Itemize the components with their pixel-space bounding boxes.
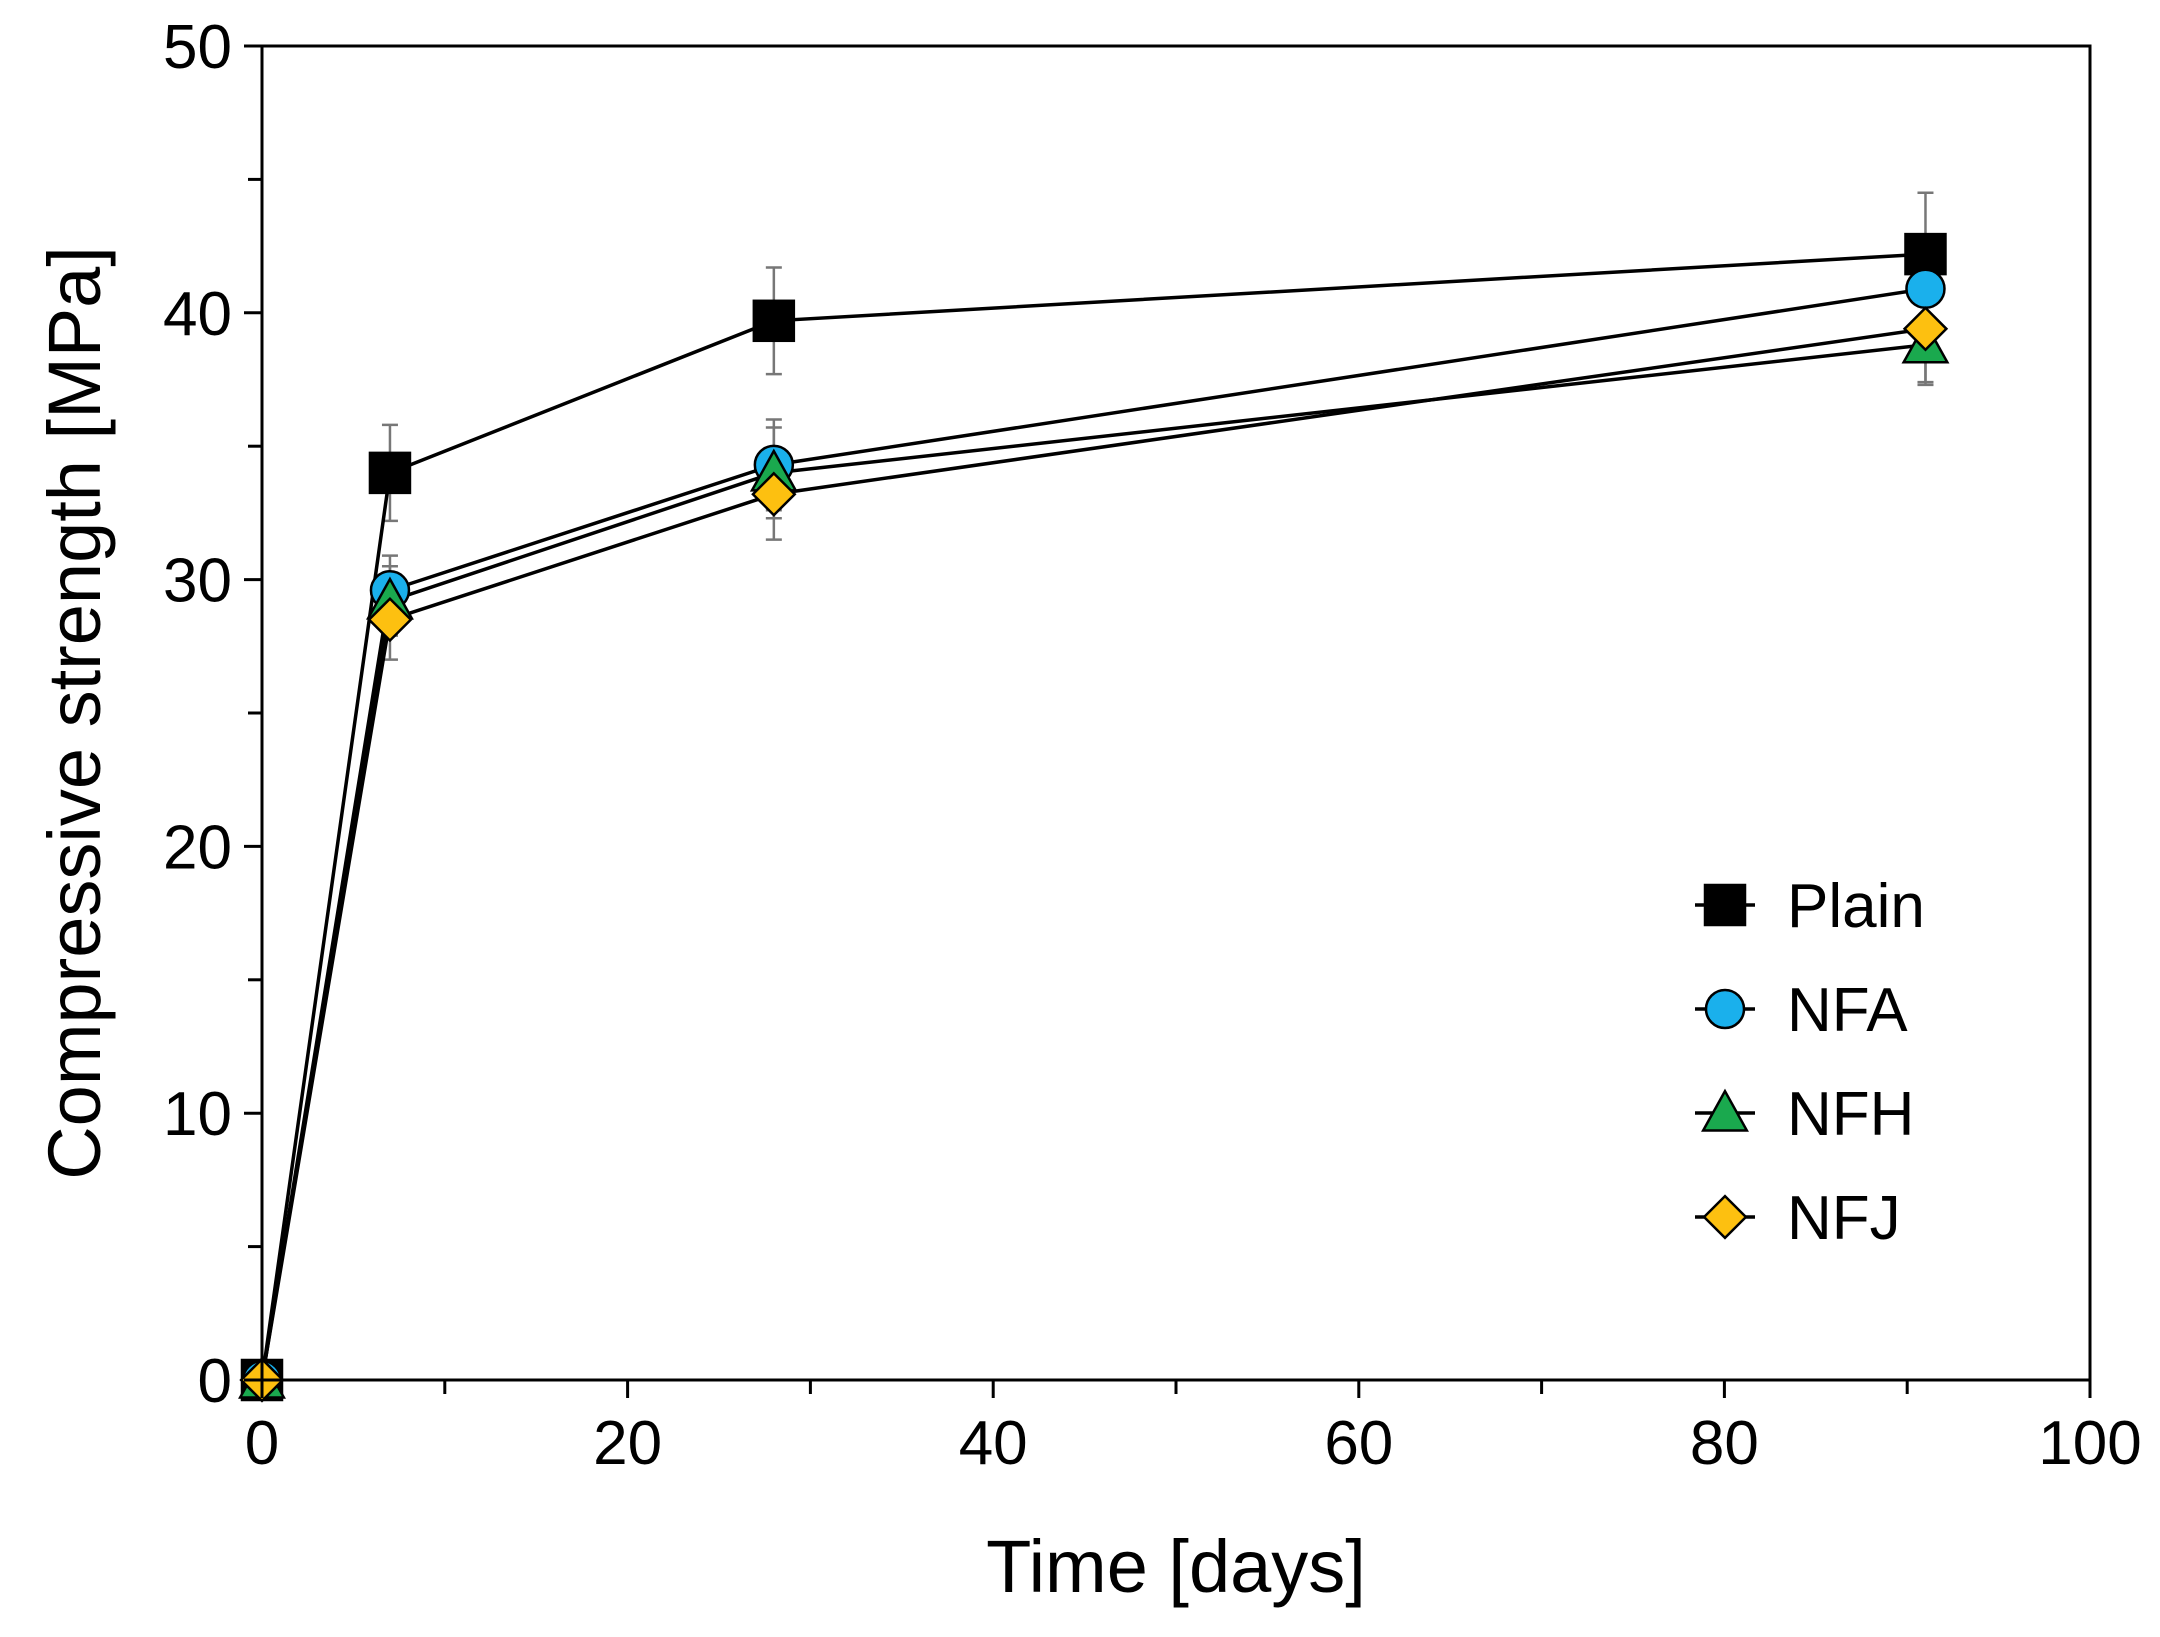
axes-layer: 0 20 40 60 80 100 0 10 20 30 40 50: [163, 13, 2142, 1478]
x-tick-label-0: 0: [245, 1409, 279, 1478]
point-nfj-91: [1902, 306, 1949, 352]
series-line-nfa: [260, 287, 1926, 1381]
series-line-nfj: [260, 327, 1926, 1381]
series-line-plain: [260, 252, 1926, 1381]
series-line-nfh: [260, 343, 1926, 1381]
series-markers-nfa: [241, 268, 1946, 1401]
point-nfa-91: [1905, 268, 1946, 310]
legend-item-nfj: NFJ: [1695, 1184, 1901, 1253]
y-tick-label-10: 10: [163, 1080, 232, 1149]
legend-label-nfj: NFJ: [1787, 1184, 1901, 1253]
legend-marker-nfj: [1702, 1194, 1748, 1240]
series-markers-plain: [240, 232, 1947, 1402]
point-plain-91: [1904, 232, 1947, 276]
legend-label-plain: Plain: [1787, 872, 1925, 941]
legend-label-nfa: NFA: [1787, 976, 1908, 1045]
x-tick-label-40: 40: [959, 1409, 1028, 1478]
y-tick-label-30: 30: [163, 547, 232, 616]
point-plain-7: [368, 451, 412, 495]
error-bars-plain: [381, 191, 1934, 523]
legend-item-nfa: NFA: [1695, 976, 1908, 1045]
plot-frame: [260, 44, 2092, 1382]
x-tick-label-80: 80: [1690, 1409, 1759, 1478]
x-axis-title: Time [days]: [986, 1525, 1366, 1608]
y-axis-title: Compressive strength [MPa]: [33, 246, 116, 1180]
x-tick-label-20: 20: [593, 1409, 662, 1478]
x-tick-label-60: 60: [1324, 1409, 1393, 1478]
x-tick-label-100: 100: [2038, 1409, 2141, 1478]
legend-marker-nfa: [1704, 988, 1746, 1030]
legend-item-nfh: NFH: [1695, 1080, 1914, 1149]
legend-label-nfh: NFH: [1787, 1080, 1914, 1149]
legend-marker-plain: [1703, 883, 1747, 927]
legend-item-plain: Plain: [1695, 872, 1925, 941]
y-tick-label-20: 20: [163, 813, 232, 882]
point-nfj-28: [751, 471, 797, 517]
error-bars-nfj: [381, 274, 1934, 661]
error-bars-nfa: [381, 247, 1934, 627]
series-layer: [238, 191, 1950, 1403]
y-tick-label-50: 50: [163, 13, 232, 82]
legend-marker-nfh: [1701, 1088, 1749, 1132]
error-bars-nfh: [381, 303, 1934, 637]
point-plain-28: [752, 299, 796, 343]
y-tick-label-0: 0: [198, 1347, 232, 1416]
series-markers-nfj: [239, 306, 1949, 1403]
series-markers-nfh: [238, 320, 1950, 1399]
y-tick-label-40: 40: [163, 280, 232, 349]
point-nfj-7: [367, 596, 413, 643]
legend: Plain NFA NFH NFJ: [1695, 872, 1925, 1253]
